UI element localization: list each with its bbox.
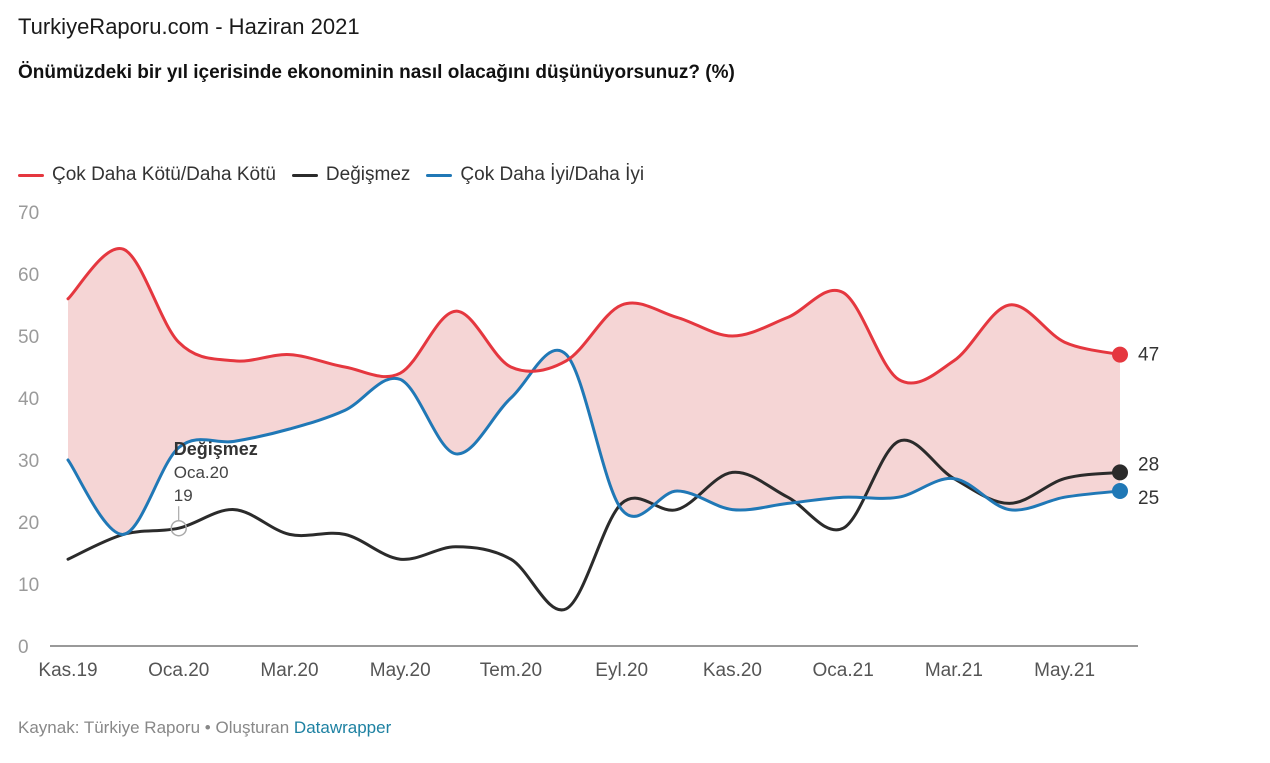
chart-title: Önümüzdeki bir yıl içerisinde ekonominin… [18, 62, 735, 83]
annotation-value: 19 [174, 486, 193, 505]
area-band [68, 248, 1120, 535]
x-tick-label: Mar.21 [925, 660, 983, 681]
y-tick-label: 30 [18, 451, 39, 472]
x-tick-label: Oca.20 [148, 660, 209, 681]
y-tick-label: 50 [18, 327, 39, 348]
series-line-1 [66, 438, 1122, 612]
header-line: TurkiyeRaporu.com - Haziran 2021 [18, 14, 360, 39]
end-point-marker [1112, 464, 1128, 481]
annotation-x: Oca.20 [174, 463, 229, 482]
end-value-label: 47 [1138, 345, 1159, 366]
y-tick-label: 70 [18, 203, 39, 224]
x-tick-label: Kas.20 [703, 660, 762, 681]
legend-swatch-worse [18, 173, 44, 177]
footer: Kaynak: Türkiye Raporu • Oluşturan Dataw… [18, 718, 391, 738]
annotation-marker [170, 519, 187, 537]
y-tick-label: 10 [18, 575, 39, 596]
end-point-marker [1112, 346, 1128, 363]
end-value-label: 25 [1138, 488, 1159, 509]
y-tick-label: 0 [18, 637, 29, 658]
x-tick-label: Eyl.20 [595, 660, 648, 681]
x-tick-label: Mar.20 [260, 660, 318, 681]
datawrapper-link[interactable]: Datawrapper [293, 718, 392, 737]
footer-created: Oluşturan [215, 718, 290, 737]
x-tick-label: Oca.21 [813, 660, 874, 681]
y-tick-label: 40 [18, 389, 39, 410]
y-tick-label: 60 [18, 265, 39, 286]
end-value-label: 28 [1138, 454, 1159, 475]
series-line-0 [66, 247, 1122, 385]
legend-label-worse: Çok Daha Kötü/Daha Kötü [52, 164, 276, 185]
footer-source: Kaynak: Türkiye Raporu [18, 718, 201, 737]
y-tick-label: 20 [18, 513, 39, 534]
legend-swatch-better [426, 173, 453, 177]
x-tick-label: Kas.19 [38, 660, 97, 681]
x-tick-label: May.20 [370, 660, 431, 681]
legend-item-same[interactable]: Değişmez [291, 164, 411, 186]
legend-item-worse[interactable]: Çok Daha Kötü/Daha Kötü [18, 164, 276, 186]
chart-plot: 0 10 20 30 40 50 60 70 Kas.19 Oca.20 Mar.20 May.20 T… [18, 203, 1159, 681]
legend-swatch-same [291, 173, 318, 177]
legend-item-better[interactable]: Çok Daha İyi/Daha İyi [426, 164, 644, 186]
legend-label-better: Çok Daha İyi/Daha İyi [460, 164, 645, 185]
x-tick-label: May.21 [1034, 660, 1095, 681]
legend-label-same: Değişmez [325, 164, 411, 185]
annotation-title: Değişmez [174, 439, 258, 459]
legend: Çok Daha Kötü/Daha Kötü Değişmez Çok Dah… [18, 164, 660, 186]
footer-separator: • [204, 718, 211, 737]
x-tick-label: Tem.20 [480, 660, 542, 681]
series-line-2 [66, 348, 1122, 536]
end-point-marker [1112, 483, 1128, 499]
